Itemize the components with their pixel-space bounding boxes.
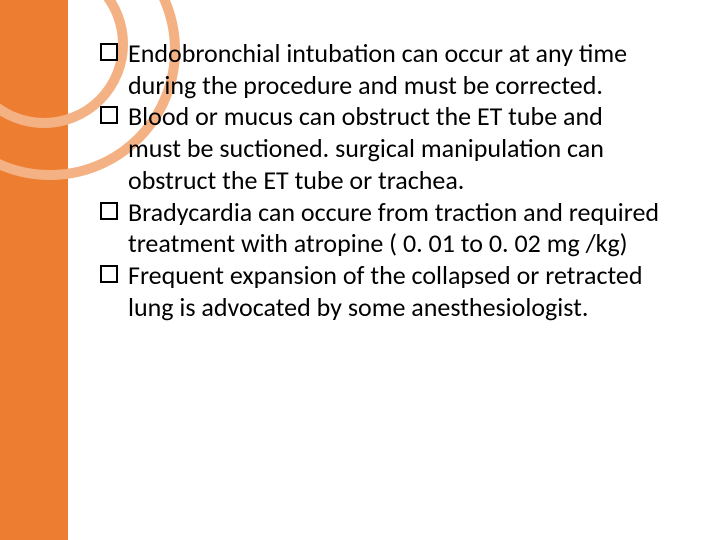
bullet-text: Frequent expansion of the collapsed or r…	[128, 259, 642, 323]
bullet-text: Bradycardia can occure from traction and…	[128, 196, 659, 260]
bullet-text: Endobronchial intubation can occur at an…	[128, 37, 627, 101]
bullet-text: Blood or mucus can obstruct the ET tube …	[128, 100, 604, 195]
bullet-item: Blood or mucus can obstruct the ET tube …	[100, 101, 660, 196]
bullet-item: Endobronchial intubation can occur at an…	[100, 38, 660, 101]
slide-body: Endobronchial intubation can occur at an…	[100, 38, 660, 323]
bullet-item: Frequent expansion of the collapsed or r…	[100, 260, 660, 323]
bullet-box-icon	[100, 265, 118, 283]
bullet-item: Bradycardia can occure from traction and…	[100, 197, 660, 260]
bullet-box-icon	[100, 106, 118, 124]
bullet-box-icon	[100, 43, 118, 61]
bullet-box-icon	[100, 202, 118, 220]
